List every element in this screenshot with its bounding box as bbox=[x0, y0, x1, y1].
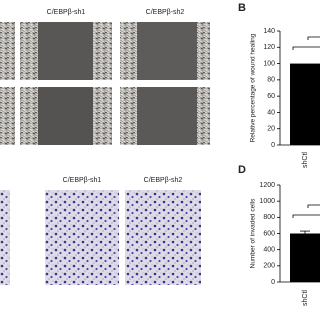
wound-gap bbox=[38, 22, 93, 80]
y-tick-label: 100 bbox=[263, 60, 275, 67]
x-tick-label: shCtl bbox=[302, 290, 309, 306]
y-axis-title: Number of invaded cells bbox=[250, 198, 257, 268]
y-tick-label: 1200 bbox=[259, 182, 275, 189]
column-label: C/EBPβ-sh2 bbox=[144, 177, 183, 184]
y-tick-label: 1000 bbox=[259, 198, 275, 205]
bar bbox=[290, 233, 320, 282]
wound-gap bbox=[38, 87, 93, 145]
y-tick-label: 800 bbox=[263, 214, 275, 221]
y-axis-title: Relative percentage of wound healing bbox=[250, 33, 257, 142]
wound-gap bbox=[137, 22, 197, 80]
column-label: C/EBPβ-sh1 bbox=[63, 177, 102, 184]
significance-bracket bbox=[292, 204, 320, 218]
y-tick-label: 80 bbox=[267, 77, 275, 84]
y-tick-label: 200 bbox=[263, 263, 275, 270]
y-tick-label: 0 bbox=[271, 279, 275, 286]
column-label: C/EBPβ-sh1 bbox=[47, 9, 86, 16]
panel-label: B bbox=[238, 2, 246, 14]
wound-images: C/EBPβ-sh1 C/EBPβ-sh2 bbox=[0, 9, 210, 145]
wound-gap bbox=[137, 87, 197, 145]
y-tick-label: 600 bbox=[263, 230, 275, 237]
y-tick-label: 140 bbox=[263, 28, 275, 35]
significance-bracket bbox=[292, 36, 320, 50]
y-tick-label: 0 bbox=[271, 142, 275, 149]
image bbox=[125, 190, 201, 285]
x-tick-label: shCtl bbox=[302, 152, 309, 168]
image bbox=[0, 22, 15, 80]
image bbox=[0, 87, 15, 145]
image bbox=[45, 190, 119, 285]
panel-label: D bbox=[238, 164, 246, 176]
y-tick-label: 20 bbox=[267, 126, 275, 133]
column-label: C/EBPβ-sh2 bbox=[146, 9, 185, 16]
image bbox=[0, 190, 10, 285]
invasion-images: C/EBPβ-sh1 C/EBPβ-sh2 bbox=[0, 177, 201, 285]
y-tick-label: 60 bbox=[267, 93, 275, 100]
y-tick-label: 120 bbox=[263, 44, 275, 51]
y-tick-label: 40 bbox=[267, 109, 275, 116]
bar bbox=[290, 63, 320, 146]
y-tick-label: 400 bbox=[263, 247, 275, 254]
